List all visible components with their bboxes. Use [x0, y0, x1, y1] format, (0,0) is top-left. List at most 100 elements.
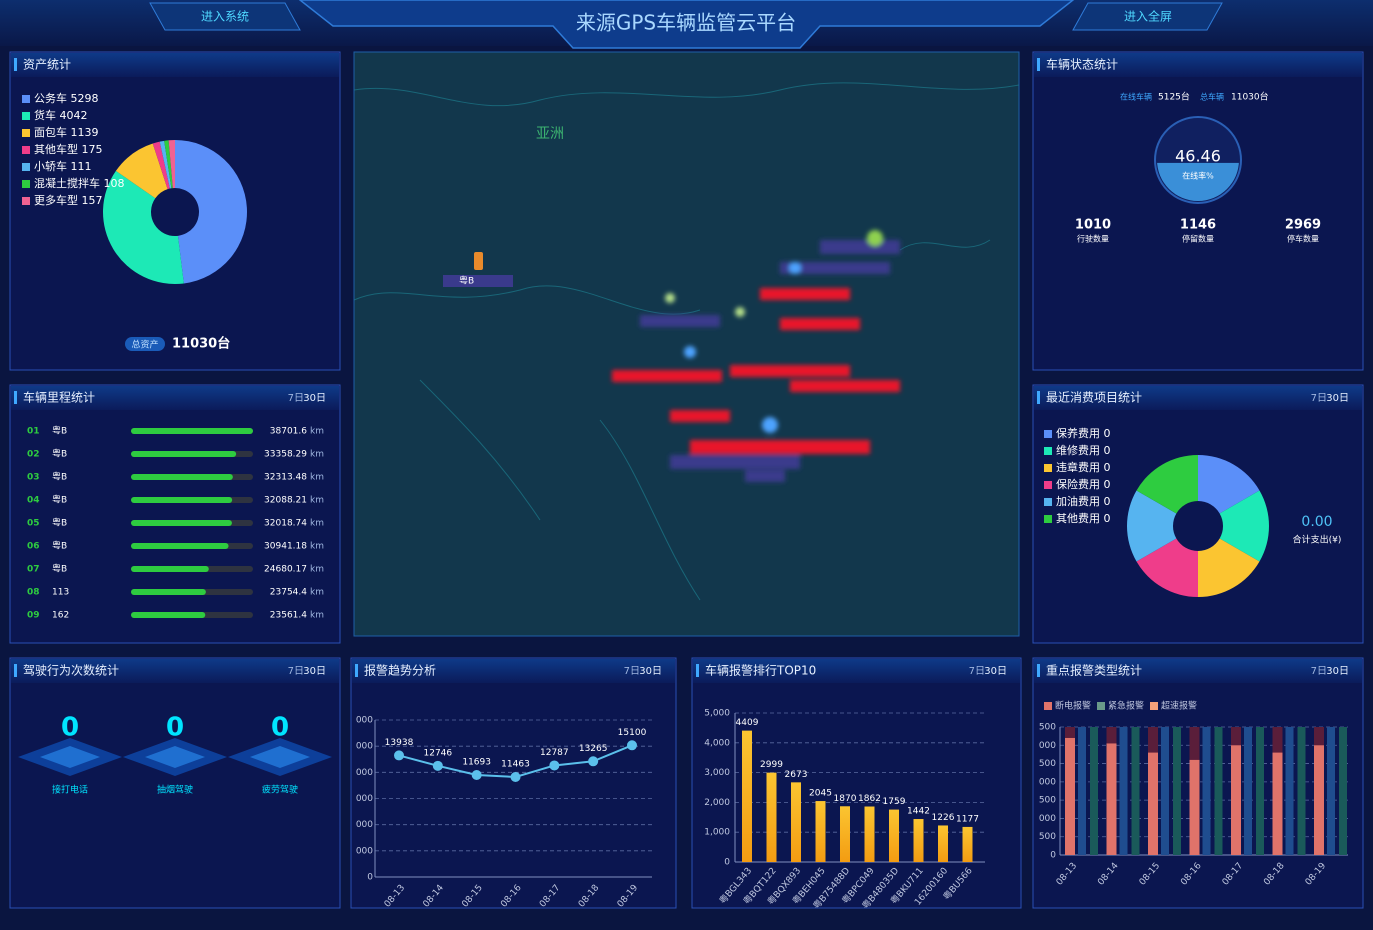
legend-entry: 小轿车 111	[34, 159, 92, 173]
diamond-inner	[145, 746, 205, 768]
legend-entry: 断电报警	[1055, 700, 1091, 712]
map[interactable]	[353, 51, 1020, 637]
panel-accent	[1037, 58, 1040, 71]
tab[interactable]: 30日	[303, 666, 326, 677]
fullscreen-label[interactable]: 进入全屏	[1124, 9, 1172, 24]
mileage-bar	[131, 612, 206, 618]
legend-name: 面包车	[34, 125, 67, 139]
tab[interactable]: 30日	[984, 666, 1007, 677]
tab[interactable]: 30日	[1326, 666, 1349, 677]
legend-entry: 维修费用 0	[1056, 443, 1111, 457]
mileage-unit: km	[310, 427, 324, 437]
bar-label: 1177	[956, 814, 979, 824]
point-label: 11463	[501, 760, 530, 770]
legend-name: 更多车型	[34, 193, 78, 207]
legend-name: 违章费用	[1056, 460, 1100, 474]
bar-bg	[1244, 727, 1252, 855]
bar-bg	[1131, 727, 1140, 855]
legend-value: 175	[82, 143, 103, 156]
bar	[1065, 737, 1075, 855]
legend-entry: 更多车型 157	[34, 193, 103, 207]
pie-slice	[1136, 455, 1198, 514]
bar-bg	[1078, 727, 1086, 855]
mileage-unit: km	[310, 542, 324, 552]
title-frame	[298, 0, 1075, 49]
tab[interactable]: 30日	[639, 666, 662, 677]
legend-swatch	[22, 146, 30, 154]
tab[interactable]: 30日	[303, 393, 326, 404]
y-tick-label: 2,000	[704, 798, 730, 808]
y-tick-label: 500	[1039, 832, 1056, 842]
y-tick-label: 0	[1050, 851, 1056, 861]
legend-name: 小轿车	[34, 159, 67, 173]
bar-bg	[1339, 727, 1347, 855]
total-label: 总车辆	[1200, 92, 1224, 102]
y-tick-label: 3,000	[704, 768, 730, 778]
enter-system-label[interactable]: 进入系统	[201, 10, 249, 24]
legend-name: 加油费用	[1056, 494, 1100, 508]
plate: 162	[52, 611, 69, 621]
tab[interactable]: 7日	[288, 393, 304, 404]
bar-bg	[1161, 727, 1169, 855]
bar-label: 4409	[736, 718, 759, 728]
tab[interactable]: 7日	[1311, 666, 1327, 677]
legend-value: 0	[1104, 461, 1111, 474]
pie-slice	[159, 140, 172, 189]
fullscreen-button[interactable]	[1072, 2, 1223, 31]
panel-header	[1034, 53, 1362, 77]
panel-header	[11, 659, 339, 683]
panel	[9, 51, 341, 371]
mileage-unit: km	[310, 611, 324, 621]
legend-name: 混凝土搅拌车	[34, 176, 100, 190]
panel	[9, 384, 341, 644]
mileage-unit: km	[310, 565, 324, 575]
bar	[815, 801, 826, 862]
bar	[889, 809, 899, 862]
tab[interactable]: 7日	[624, 666, 640, 677]
trend-point	[432, 760, 443, 771]
mileage-bar	[131, 589, 206, 595]
stat-label: 停车数量	[1287, 234, 1319, 244]
legend-name: 货车	[34, 108, 56, 122]
legend-entry: 超速报警	[1161, 700, 1197, 712]
tab[interactable]: 7日	[1311, 393, 1327, 404]
mileage-unit: km	[310, 473, 324, 483]
plate: 113	[52, 588, 69, 598]
map-marker[interactable]	[474, 252, 483, 270]
mileage-bar	[131, 520, 232, 526]
legend-swatch	[1044, 481, 1052, 489]
legend-entry: 货车 4042	[34, 108, 88, 122]
y-tick-label: 1,000	[704, 828, 730, 838]
bar-label: 1862	[858, 794, 881, 804]
bar	[938, 825, 948, 862]
mileage-unit: km	[310, 519, 324, 529]
tab[interactable]: 7日	[969, 666, 985, 677]
bar-bg	[1214, 727, 1223, 855]
legend-swatch	[1044, 464, 1052, 472]
legend-entry: 其他费用 0	[1056, 512, 1111, 525]
count: 0	[61, 713, 79, 743]
panel	[1032, 51, 1364, 371]
mileage-value: 33358.29	[264, 450, 307, 460]
plate: 粤B	[52, 540, 67, 552]
bar	[840, 806, 850, 862]
tab[interactable]: 30日	[1326, 393, 1349, 404]
y-tick-label: 500	[1039, 723, 1056, 733]
bar-bg	[1285, 727, 1294, 855]
tab[interactable]: 7日	[288, 666, 304, 677]
bar	[1189, 759, 1200, 855]
legend-swatch	[22, 129, 30, 137]
legend-swatch	[22, 163, 30, 171]
mileage-value: 24680.17	[264, 565, 307, 575]
legend-entry: 混凝土搅拌车 108	[34, 176, 125, 190]
legend-entry: 面包车 1139	[34, 125, 99, 139]
bar-bg	[1090, 727, 1098, 855]
pie-slice	[175, 140, 248, 284]
total-value: 11030台	[1231, 91, 1269, 103]
legend-swatch	[22, 112, 30, 120]
behavior-label: 接打电话	[52, 784, 88, 796]
enter-system-button[interactable]	[149, 2, 301, 31]
legend-entry: 公务车 5298	[34, 91, 99, 105]
pie-slice	[1198, 538, 1260, 597]
behavior-label: 疲劳驾驶	[262, 784, 298, 796]
